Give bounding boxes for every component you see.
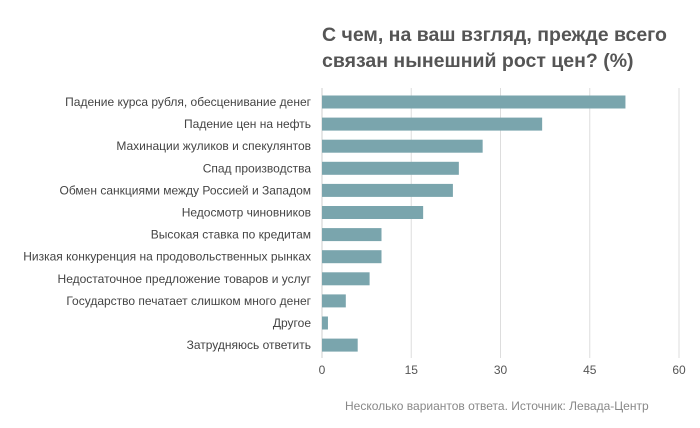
bar [322,139,483,153]
chart-title: С чем, на ваш взгляд, прежде всего связа… [322,24,667,72]
bar [322,250,382,264]
category-label: Затрудняюсь ответить [187,338,311,352]
bar [322,228,382,242]
category-label: Недосмотр чиновников [182,206,311,220]
bars [322,95,626,352]
x-tick-label: 0 [319,363,326,377]
bar [322,117,543,131]
category-label: Падение цен на нефть [184,117,311,131]
category-label: Другое [273,316,311,330]
source-note: Несколько вариантов ответа. Источник: Ле… [345,399,649,413]
category-label: Недостаточное предложение товаров и услу… [58,272,312,286]
category-label: Низкая конкуренция на продовольственных … [23,250,311,264]
x-tick-label: 60 [672,363,686,377]
category-label: Махинации жуликов и спекулянтов [116,139,311,153]
category-labels: Падение курса рубля, обесценивание денег… [23,95,311,352]
bar [322,161,459,175]
bar [322,338,358,352]
category-label: Обмен санкциями между Россией и Западом [59,183,311,197]
category-label: Спад производства [203,161,312,175]
bar [322,183,453,197]
x-tick-label: 30 [494,363,508,377]
category-label: Государство печатает слишком много денег [66,294,311,308]
category-label: Высокая ставка по кредитам [151,228,311,242]
bar [322,316,328,330]
bar [322,95,626,109]
bar [322,272,370,286]
gridlines [321,88,680,358]
tick-labels: 0 15 30 45 60 [319,363,686,377]
category-label: Падение курса рубля, обесценивание денег [65,95,311,109]
bar [322,294,346,308]
x-tick-label: 45 [583,363,597,377]
bar [322,206,424,219]
x-tick-label: 15 [405,363,419,377]
